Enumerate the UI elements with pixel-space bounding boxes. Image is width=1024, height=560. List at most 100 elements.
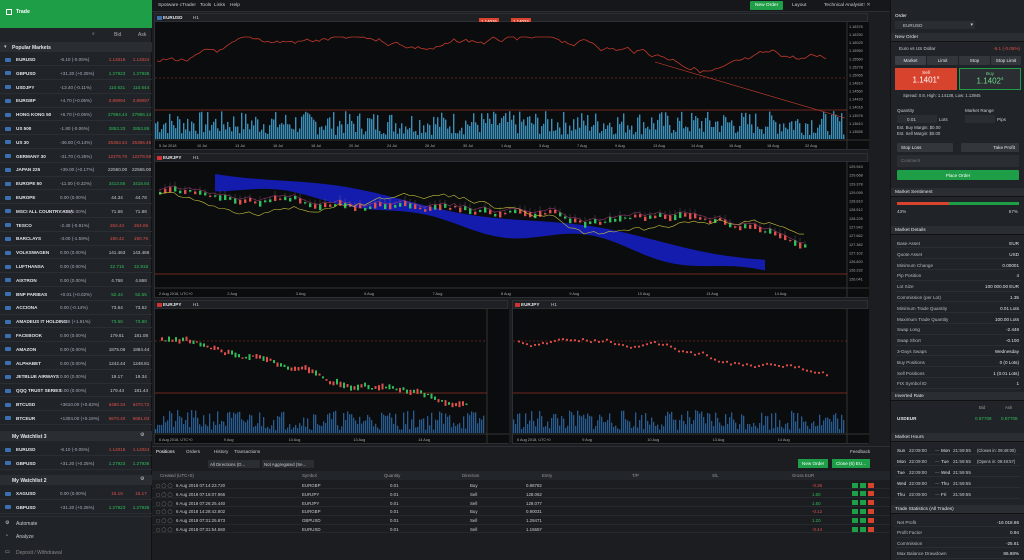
tab-positions[interactable]: Positions [156, 449, 175, 454]
row-icons[interactable]: ▢ ◯ ◯ [156, 483, 173, 488]
bid-price[interactable]: 12276.70 [108, 153, 128, 159]
buy-tile[interactable]: Buy 1.14024 [959, 68, 1021, 90]
table-row[interactable]: ▢ ◯ ◯ 6 Aug 2018 07:14:23.720 EURGBP 0.01 Bu… [152, 481, 890, 490]
stop-loss-toggle[interactable]: Stop Loss [897, 143, 953, 152]
symbol-row[interactable]: US 30 -36.00 (-0.14%) 25363.44 25366.46 [0, 137, 152, 149]
edit-icon[interactable] [852, 508, 858, 514]
bid-price[interactable]: 1242.44 [108, 360, 126, 366]
edit-icon[interactable] [852, 482, 858, 488]
bid-price[interactable]: 2853.33 [108, 126, 126, 132]
reverse-icon[interactable] [860, 526, 866, 532]
symbol-row[interactable]: EURUSD -6.10 (-0.05%) 1.14016 1.14024 [0, 54, 152, 67]
symbol-row[interactable]: EUROPE 50 -11.00 (-0.32%) 3413.56 3415.84 [0, 178, 152, 191]
symbol-row[interactable]: AMADEUS IT HOLDING -1.38 (+1.91%) 73.66 73.… [0, 316, 152, 329]
symbol-row[interactable]: ALPHABET 0.00 (0.00%) 1242.44 1248.81 [0, 358, 152, 370]
bid-price[interactable]: 5670.40 [108, 415, 126, 421]
bid-price[interactable]: 179.44 [109, 388, 125, 394]
deposit-nav[interactable]: ▭ Deposit / Withdrawal [0, 546, 152, 558]
symbol-row[interactable]: MSCI ALL COUNTRY ASIA 0.00 (0.00%) 71.66 71… [0, 206, 152, 218]
chart-timeframe[interactable]: H1 [193, 15, 199, 20]
edit-icon[interactable] [852, 517, 858, 523]
watchlist-3-header[interactable]: My Watchlist 3 ⚙ [0, 431, 152, 441]
bid-price[interactable]: 22.716 [109, 264, 125, 270]
trade-tab[interactable]: Trade [0, 0, 152, 28]
chart-timeframe[interactable]: H1 [193, 155, 199, 160]
bid-price[interactable]: 1.27923 [108, 504, 126, 510]
ask-price[interactable]: 1.27936 [132, 460, 150, 466]
row-icons[interactable]: ▢ ◯ ◯ [156, 518, 173, 524]
bid-price[interactable]: 52.44 [111, 291, 123, 297]
buy-button[interactable]: 1.14024 [511, 18, 531, 25]
ask-price[interactable]: 1.14024 [132, 57, 150, 63]
close-icon[interactable] [868, 491, 874, 497]
symbol-row[interactable]: EURGBP +4.70 (+0.05%) 0.89094 0.89097 [0, 95, 152, 108]
ask-price[interactable]: 110.644 [132, 84, 150, 90]
symbol-row[interactable]: TESCO -2.40 (-0.91%) 262.44 264.06 [0, 220, 152, 232]
symbol-row[interactable]: XAGUSD 0.00 (0.00%) 15.18 15.17 [0, 488, 152, 501]
symbol-row[interactable]: QQQ TRUST SERIES 0.00 (0.00%) 179.44 181.44 [0, 385, 152, 398]
column-header[interactable]: Symbol [302, 473, 317, 478]
symbol-row[interactable]: USDJPY -13.40 (-0.11%) 110.631 110.644 [0, 82, 152, 94]
direction-filter[interactable]: All Directions (D... [208, 460, 260, 468]
ask-price[interactable]: 1884.44 [132, 346, 150, 352]
ask-price[interactable]: 1.27936 [132, 70, 150, 76]
edit-icon[interactable] [852, 526, 858, 532]
tab-history[interactable]: History [214, 449, 229, 454]
bid-price[interactable]: 1.14016 [108, 447, 126, 453]
market-details-header[interactable]: Market Details [891, 226, 1024, 235]
ask-price[interactable]: 25366.46 [132, 139, 152, 145]
bid-price[interactable]: 1.14016 [108, 57, 126, 63]
bid-price[interactable]: 4.768 [111, 277, 123, 283]
search-icon[interactable]: ⌕ [92, 31, 95, 37]
watchlist-2-header[interactable]: My Watchlist 2 ⚙ [0, 475, 152, 485]
bid-price[interactable]: 73.66 [111, 319, 123, 325]
ask-price[interactable]: 22.918 [133, 264, 149, 270]
place-order-button[interactable]: Place Order [897, 170, 1019, 180]
type-limit[interactable]: Limit [927, 56, 958, 65]
row-icons[interactable]: ▢ ◯ ◯ [156, 509, 173, 515]
ask-price[interactable]: 4.868 [135, 277, 147, 283]
ask-price[interactable]: 27996.14 [132, 112, 152, 118]
symbol-row[interactable]: GBPUSD +31.20 (+0.25%) 1.27923 1.27936 [0, 502, 152, 514]
column-header[interactable]: S/L [712, 473, 719, 478]
chart-eurjpy-right[interactable]: EURJPY H1 126.236 126.237 6 Aug 2018, UT… [512, 300, 869, 444]
tab-order[interactable]: Order [895, 13, 907, 18]
symbol-row[interactable]: EUROPE 0.00 (0.00%) 44.34 44.78 [0, 192, 152, 205]
ask-price[interactable]: 44.78 [135, 195, 147, 201]
quantity-stepper[interactable]: 0.01 [897, 115, 937, 123]
comment-input[interactable]: Comment [897, 155, 1019, 167]
ask-price[interactable]: 22565.00 [132, 167, 152, 173]
popular-markets-header[interactable]: ▾ Popular Markets [0, 42, 152, 52]
ask-price[interactable]: 181.08 [133, 333, 149, 339]
type-market[interactable]: Market [895, 56, 926, 65]
layout-menu[interactable]: Layout [792, 3, 807, 8]
type-stop-limit[interactable]: Stop Limit [991, 56, 1021, 65]
bid-price[interactable]: 179.61 [109, 333, 125, 339]
symbol-row[interactable]: BTCUSD +3610.00 (+0.63%) 6480.34 6470.72 [0, 399, 152, 412]
automate-nav[interactable]: ⚙ Automate [0, 516, 152, 528]
reverse-icon[interactable] [860, 508, 866, 514]
bid-price[interactable]: 19.17 [111, 374, 123, 380]
symbol-row[interactable]: VOLKSWAGEN 0.00 (0.00%) 141.463 143.486 [0, 247, 152, 260]
symbol-row[interactable]: BARCLAYS -3.00 (-1.59%) 190.42 190.76 [0, 233, 152, 246]
table-row[interactable]: ▢ ◯ ◯ 6 Aug 2018 07:16:07.966 EURJPY 0.01 Se… [152, 490, 890, 499]
ask-price[interactable]: 12278.59 [132, 153, 152, 159]
bid-price[interactable]: 44.34 [111, 195, 123, 201]
ask-price[interactable]: 3415.84 [132, 181, 150, 187]
chart-eurusd[interactable]: EURUSD H1 1.14016 1.14024 1.16376 1.16250… [154, 13, 869, 150]
edit-icon[interactable] [852, 491, 858, 497]
tab-orders[interactable]: Orders [186, 449, 201, 454]
reverse-icon[interactable] [860, 517, 866, 523]
bid-price[interactable]: 27994.44 [108, 112, 128, 118]
bid-price[interactable]: 15.18 [111, 491, 123, 497]
chart-window-controls[interactable]: □ ✕ [862, 2, 871, 8]
close-icon[interactable] [868, 508, 874, 514]
bid-price[interactable]: 190.42 [109, 236, 125, 242]
table-row[interactable]: ▢ ◯ ◯ 6 Aug 2018 07:31:54.560 EURUSD 0.01 Se… [152, 525, 890, 534]
symbol-row[interactable]: GERMANY 30 -31.70 (-0.25%) 12276.70 12278.5… [0, 151, 152, 163]
symbol-row[interactable]: GBPUSD +31.20 (+0.25%) 1.27923 1.27936 [0, 458, 152, 470]
symbol-row[interactable]: FACEBOOK 0.00 (0.00%) 179.61 181.08 [0, 330, 152, 343]
edit-icon[interactable] [852, 500, 858, 506]
gear-icon[interactable]: ⚙ [140, 476, 145, 482]
ask-price[interactable]: 15.17 [135, 491, 147, 497]
